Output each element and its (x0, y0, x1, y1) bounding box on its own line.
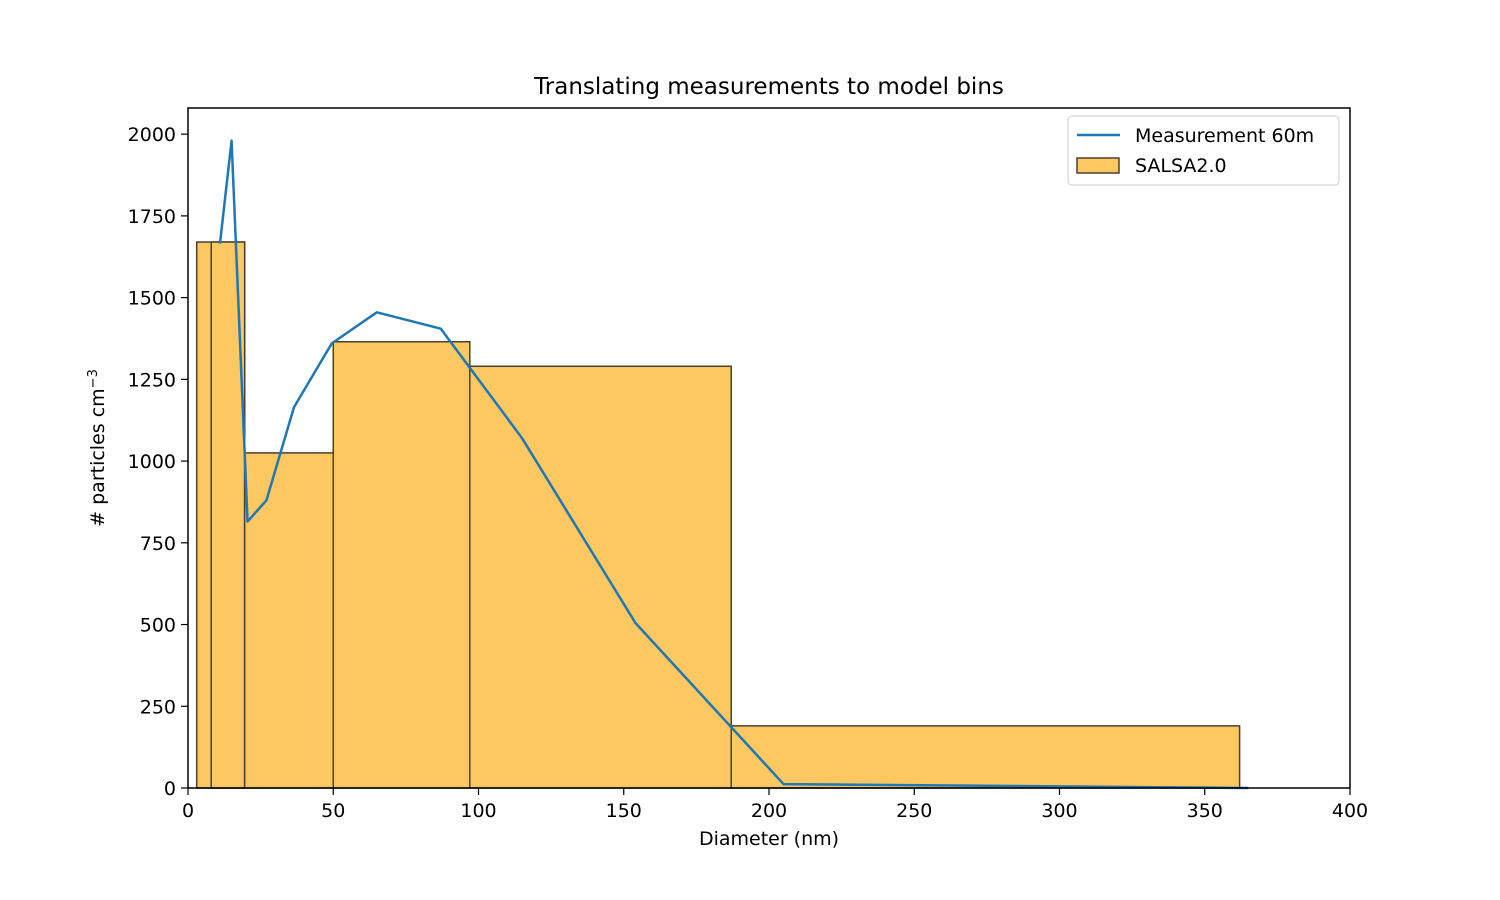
x-tick-label-2: 100 (460, 800, 496, 822)
y-tick-label-0: 0 (164, 778, 176, 800)
x-tick-label-4: 200 (751, 800, 787, 822)
bin-bar-4 (469, 365, 732, 789)
x-tick-label-3: 150 (606, 800, 642, 822)
y-tick-label-6: 1500 (128, 288, 176, 310)
legend-bar-label: SALSA2.0 (1135, 155, 1227, 177)
bin-bar-2 (243, 452, 335, 789)
y-axis-label-sup: −3 (86, 369, 101, 388)
chart-title: Translating measurements to model bins (533, 74, 1004, 100)
y-tick-label-8: 2000 (128, 124, 176, 146)
x-axis-ticks: 0 50 100 150 200 250 300 350 400 (182, 788, 1368, 822)
line-layer (218, 139, 1249, 790)
bin-bar-5 (730, 725, 1241, 789)
legend-box (1067, 115, 1340, 186)
legend-line-label: Measurement 60m (1135, 125, 1314, 147)
x-tick-label-0: 0 (182, 800, 194, 822)
legend-bar-swatch (1076, 157, 1120, 174)
measurement-line (218, 139, 1249, 790)
x-tick-label-8: 400 (1332, 800, 1368, 822)
x-tick-label-5: 250 (896, 800, 932, 822)
y-tick-label-5: 1250 (128, 369, 176, 391)
x-tick-label-6: 300 (1041, 800, 1077, 822)
y-tick-label-2: 500 (140, 615, 176, 637)
bin-bar-3 (332, 341, 471, 789)
y-axis-label: # particles cm−3 (86, 369, 110, 527)
y-tick-label-3: 750 (140, 533, 176, 555)
y-axis-label-main: # particles cm (87, 388, 109, 527)
x-tick-label-7: 350 (1187, 800, 1223, 822)
y-tick-label-1: 250 (140, 696, 176, 718)
y-tick-label-7: 1750 (128, 206, 176, 228)
y-tick-label-4: 1000 (128, 451, 176, 473)
y-axis-ticks: 0 250 500 750 1000 1250 1500 1750 2000 (128, 124, 188, 800)
x-axis-label: Diameter (nm) (699, 828, 839, 850)
bars-layer (195, 241, 1241, 789)
x-tick-label-1: 50 (321, 800, 345, 822)
legend: Measurement 60m SALSA2.0 (1067, 115, 1340, 186)
